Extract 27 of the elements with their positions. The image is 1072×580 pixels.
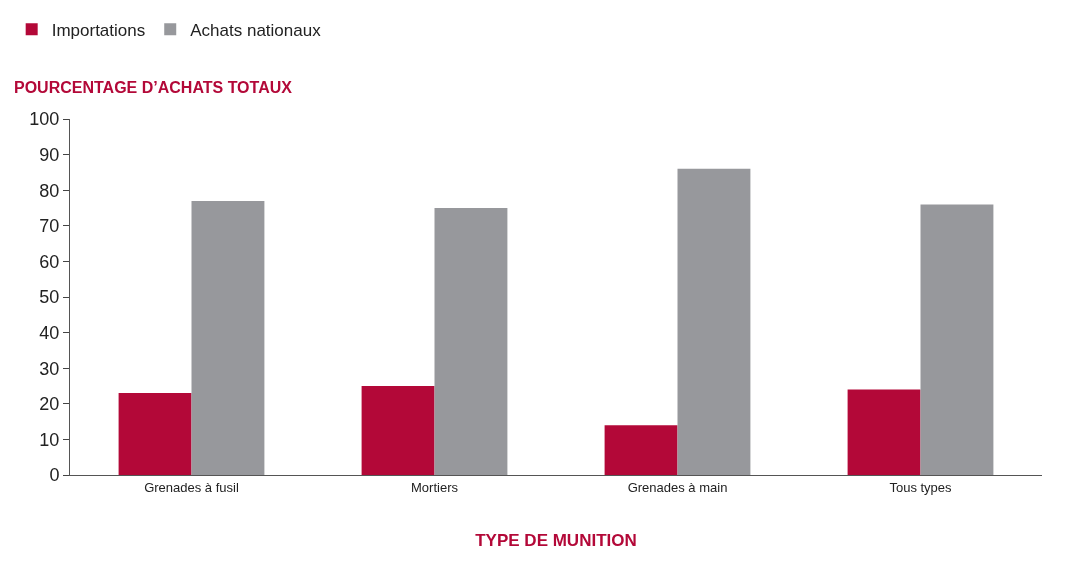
x-tick-label: Grenades à main bbox=[627, 479, 728, 495]
bar bbox=[118, 393, 192, 475]
y-tick-label: 90 bbox=[39, 144, 60, 165]
x-axis-title: TYPE DE MUNITION bbox=[475, 531, 637, 550]
bar bbox=[191, 200, 265, 475]
x-tick-label: Tous types bbox=[889, 479, 953, 495]
y-tick-label: 10 bbox=[39, 429, 60, 450]
y-tick-label: 80 bbox=[39, 180, 60, 201]
y-tick-label: 100 bbox=[29, 109, 60, 130]
y-tick-label: 50 bbox=[39, 287, 60, 308]
y-tick-label: 20 bbox=[39, 394, 60, 415]
bar bbox=[847, 389, 921, 475]
bar bbox=[434, 208, 508, 475]
y-tick-label: 0 bbox=[49, 465, 60, 486]
y-tick-label: 70 bbox=[39, 216, 60, 237]
bar bbox=[677, 168, 751, 475]
y-tick-label: 60 bbox=[39, 251, 60, 272]
bar bbox=[604, 425, 678, 475]
x-tick-label: Grenades à fusil bbox=[144, 479, 239, 495]
x-tick-label: Mortiers bbox=[411, 479, 459, 495]
bar bbox=[920, 204, 994, 475]
y-axis-title: POURCENTAGE D’ACHATS TOTAUX bbox=[14, 79, 293, 96]
bar bbox=[361, 386, 435, 475]
legend-label: Achats nationaux bbox=[190, 20, 322, 40]
y-tick-label: 30 bbox=[39, 358, 60, 379]
legend-label: Importations bbox=[51, 20, 146, 40]
y-tick-label: 40 bbox=[39, 322, 60, 343]
